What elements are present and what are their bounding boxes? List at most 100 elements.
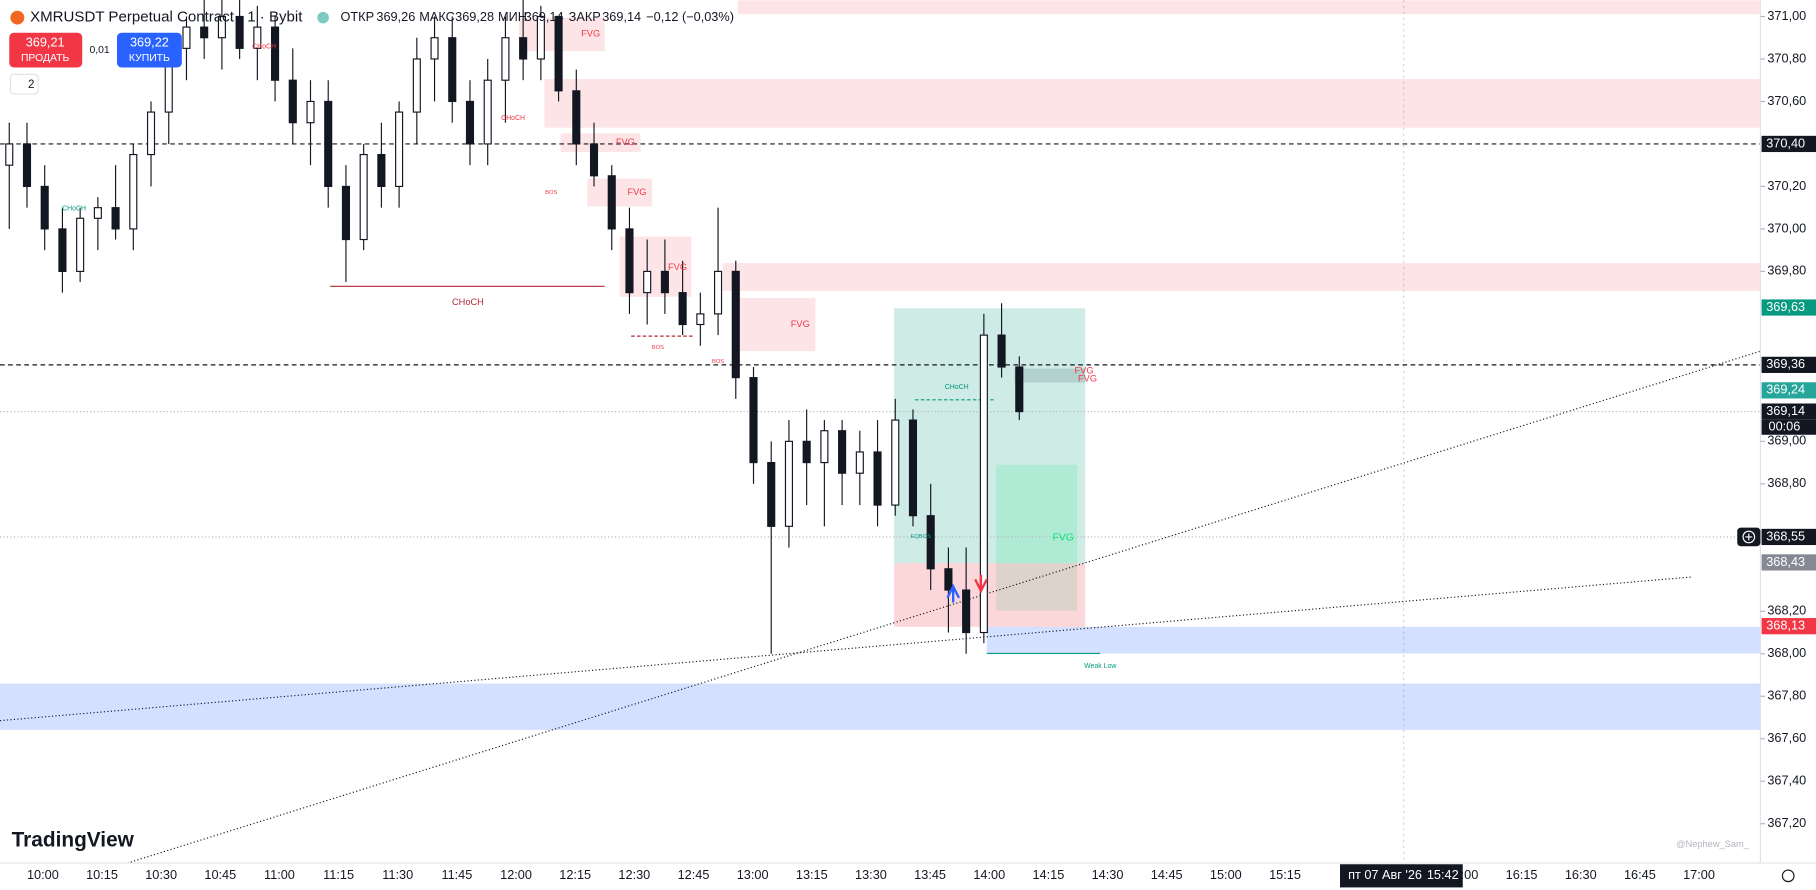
- fvg-zone: [731, 297, 816, 352]
- candle-body: [767, 462, 776, 527]
- time-axis: [0, 863, 1816, 890]
- ohlc-label: МИН: [498, 9, 527, 24]
- target-zone: [894, 308, 1086, 564]
- ohlc-label: ОТКР: [341, 9, 375, 24]
- annotation: Weak Low: [1084, 663, 1117, 670]
- candle-body: [324, 100, 333, 188]
- time-tick-label: 12:00: [500, 867, 532, 882]
- watermark: @Nephew_Sam_: [1676, 839, 1749, 849]
- candle-body: [855, 451, 864, 474]
- time-tick-label: 12:45: [678, 867, 710, 882]
- price-label-box: [1761, 403, 1816, 420]
- buy-button[interactable]: [116, 32, 182, 68]
- price-label-box: [1761, 299, 1816, 316]
- price-tick-label: 367,40: [1767, 773, 1806, 788]
- plot: FVGFVGFVGFVGFVGFVGFVGFVGCHoCHCHoCHCHoCHC…: [0, 0, 1761, 670]
- time-tick-label: 11:15: [323, 867, 354, 882]
- candle-body: [412, 58, 421, 113]
- price-label: 369,63: [1766, 299, 1805, 314]
- ohlc-value: 369,26: [376, 9, 415, 24]
- price-tick-label: 370,80: [1767, 50, 1806, 65]
- crosshair-plus: [1742, 530, 1756, 544]
- candle-body: [554, 15, 563, 92]
- time-tick-label: 14:30: [1092, 867, 1124, 882]
- annotation: FVG: [616, 137, 635, 147]
- crosshair-time-box: [1339, 864, 1463, 888]
- candle-body: [589, 143, 599, 177]
- ohlc-value: 369,14: [602, 9, 641, 24]
- price-tick-label: 368,20: [1767, 603, 1806, 618]
- price-label: 368,43: [1766, 554, 1805, 569]
- crosshair-time: 15:42: [1427, 867, 1459, 882]
- candle-body: [838, 430, 847, 474]
- candle-body: [625, 228, 634, 294]
- annotation: FVG: [1075, 365, 1094, 375]
- crosshair-date: пт 07 Авг '26: [1348, 867, 1422, 882]
- crosshair-plus-sign: [1745, 533, 1753, 541]
- fvg-zone: [737, 0, 1761, 15]
- stop-zone: [894, 563, 1086, 627]
- price-label: 369,14: [1766, 403, 1805, 418]
- annotation: CHoCH: [501, 115, 525, 122]
- candle-body: [359, 153, 368, 241]
- symbol-icon: [10, 10, 25, 25]
- fvg-zone: [1014, 368, 1086, 383]
- price-tick-label: 368,80: [1767, 475, 1806, 490]
- buy-label: КУПИТЬ: [129, 53, 170, 64]
- candle-body: [395, 111, 404, 188]
- price-label: 368,55: [1766, 528, 1805, 543]
- logo: TradingView: [12, 829, 135, 852]
- price-tick-label: 371,00: [1767, 8, 1806, 23]
- candle-body: [802, 440, 811, 464]
- candle-body: [377, 153, 386, 188]
- symbol: XMRUSDT Perpetual Contract · 1 · Bybit: [30, 9, 303, 26]
- price-tick-label: 369,80: [1767, 263, 1806, 278]
- sell-button[interactable]: [9, 32, 83, 68]
- zones: [0, 0, 1761, 730]
- price-label-box: [1761, 135, 1816, 153]
- candle-body: [714, 270, 723, 315]
- demand-zone: [0, 683, 1761, 730]
- settings-icon[interactable]: [1781, 869, 1795, 883]
- candle-body: [536, 15, 545, 60]
- candle-body: [253, 26, 262, 49]
- candle-body: [944, 568, 953, 591]
- candle-body: [519, 37, 528, 60]
- price-label-box: [1761, 356, 1816, 373]
- time-tick-label: 15:15: [1269, 867, 1301, 882]
- candle-body: [749, 377, 758, 464]
- trend-line: [127, 350, 1761, 864]
- time-tick-label: 14:15: [1032, 867, 1064, 882]
- annotation: FVG: [581, 28, 600, 38]
- annotation: CHoCH: [945, 384, 969, 391]
- candle-body: [430, 37, 439, 60]
- time-tick-label: 10:15: [86, 867, 118, 882]
- buy-price: 369,22: [130, 34, 169, 49]
- annotation: FVG: [1078, 373, 1097, 383]
- ohlc-value: 369,28: [455, 9, 494, 24]
- annotation: CHoCH: [62, 206, 86, 213]
- indicators-count: 2: [28, 79, 34, 91]
- candle-body: [607, 175, 616, 230]
- fvg-zone: [560, 133, 641, 152]
- drawings: [0, 285, 1761, 864]
- indicators-toggle[interactable]: [9, 73, 39, 95]
- time-tick-label: 14:00: [973, 867, 1005, 882]
- price-label-box: [1761, 554, 1816, 571]
- candle-body: [235, 15, 244, 49]
- candle-body: [111, 207, 120, 230]
- candle-body: [979, 334, 988, 634]
- annotation: BOS: [712, 359, 724, 365]
- candle-body: [93, 207, 102, 219]
- time-tick-label: 13:30: [855, 867, 887, 882]
- demand-zone: [986, 626, 1761, 654]
- candle-body: [76, 217, 85, 272]
- change: −0,12 (−0,03%): [646, 9, 734, 24]
- price-tick-label: 370,60: [1767, 93, 1806, 108]
- time-tick-label: 12:15: [559, 867, 591, 882]
- candle-body: [643, 270, 652, 294]
- status-dot: [317, 11, 329, 24]
- time-tick-label: 17:00: [1683, 867, 1715, 882]
- candle-body: [820, 430, 829, 464]
